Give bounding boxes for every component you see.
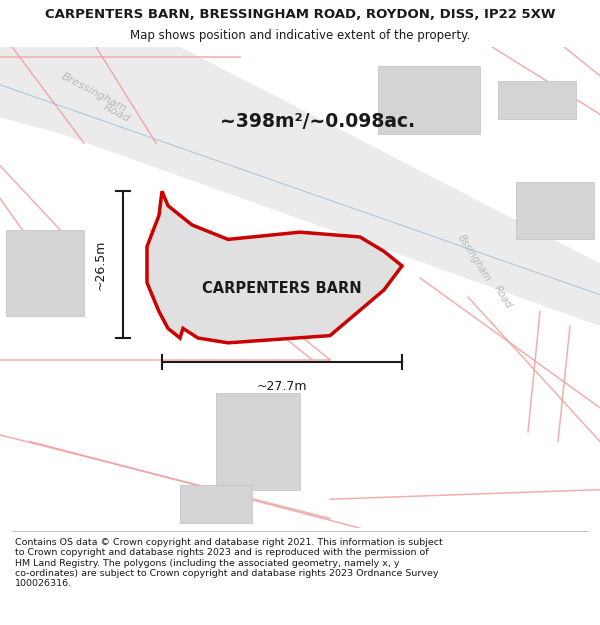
Text: Road: Road: [102, 102, 132, 124]
Text: ~398m²/~0.098ac.: ~398m²/~0.098ac.: [220, 112, 416, 131]
Text: Contains OS data © Crown copyright and database right 2021. This information is : Contains OS data © Crown copyright and d…: [15, 538, 443, 588]
Text: Bressingham: Bressingham: [60, 71, 129, 114]
Text: Road: Road: [492, 284, 514, 311]
Text: CARPENTERS BARN, BRESSINGHAM ROAD, ROYDON, DISS, IP22 5XW: CARPENTERS BARN, BRESSINGHAM ROAD, ROYDO…: [45, 8, 555, 21]
Polygon shape: [378, 66, 480, 134]
Text: Bssingham: Bssingham: [456, 233, 493, 284]
Polygon shape: [0, 47, 600, 326]
Polygon shape: [516, 182, 594, 239]
Polygon shape: [6, 230, 84, 316]
Text: ~26.5m: ~26.5m: [94, 239, 107, 290]
Text: Map shows position and indicative extent of the property.: Map shows position and indicative extent…: [130, 29, 470, 42]
Polygon shape: [147, 191, 402, 343]
Text: ~27.7m: ~27.7m: [257, 379, 307, 392]
Polygon shape: [216, 393, 300, 489]
Text: CARPENTERS BARN: CARPENTERS BARN: [202, 281, 362, 296]
Polygon shape: [180, 485, 252, 523]
Polygon shape: [498, 81, 576, 119]
